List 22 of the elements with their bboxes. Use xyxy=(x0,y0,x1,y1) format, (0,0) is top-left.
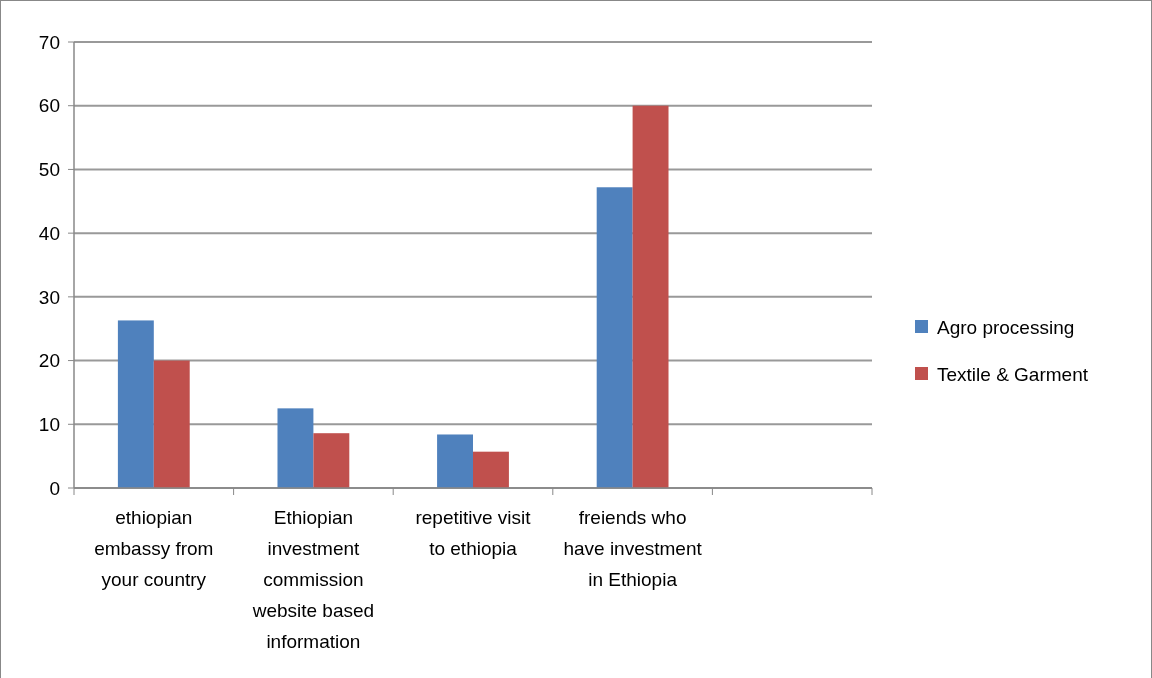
y-tick-label: 60 xyxy=(38,95,60,117)
y-tick-label: 20 xyxy=(38,350,60,372)
bar xyxy=(277,408,314,488)
bar xyxy=(596,187,633,488)
legend-label: Textile & Garment xyxy=(937,363,1089,385)
bar xyxy=(117,320,154,488)
bar xyxy=(313,433,350,488)
legend-label: Agro processing xyxy=(937,316,1075,338)
x-tick-label: Ethiopian investment commission website based information xyxy=(251,507,375,652)
bar xyxy=(473,451,509,488)
y-tick-label: 0 xyxy=(49,477,60,499)
bar xyxy=(632,105,669,488)
y-tick-label: 70 xyxy=(38,31,60,53)
y-tick-label: 10 xyxy=(38,413,60,435)
x-tick-label: freiends who have investment in Ethiopia xyxy=(563,507,703,590)
y-tick-label: 30 xyxy=(38,286,60,308)
y-tick-label: 50 xyxy=(38,159,60,181)
x-tick-label: repetitive visit to ethiopia xyxy=(415,507,532,559)
x-tick-label: ethiopian embassy from your country xyxy=(94,507,214,590)
bar xyxy=(153,360,190,488)
bar xyxy=(437,434,473,488)
y-tick-label: 40 xyxy=(38,222,60,244)
